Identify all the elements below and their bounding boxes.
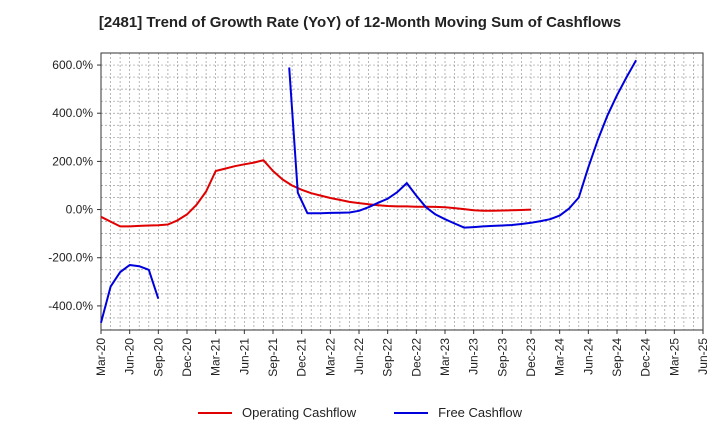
y-tick-label-0: 600.0% — [52, 58, 93, 72]
x-tick-label-11: Dec-22 — [409, 338, 423, 377]
x-tick-label-15: Dec-23 — [524, 338, 538, 377]
legend-item-free: Free Cashflow — [394, 405, 522, 420]
x-tick-label-2: Sep-20 — [151, 338, 165, 377]
legend-label-operating: Operating Cashflow — [242, 405, 357, 420]
y-tick-label-4: -200.0% — [48, 251, 93, 265]
x-tick-label-17: Jun-24 — [581, 338, 595, 375]
legend-label-free: Free Cashflow — [438, 405, 522, 420]
x-tick-label-12: Mar-23 — [438, 338, 452, 376]
x-tick-label-21: Jun-25 — [696, 338, 710, 375]
x-tick-label-8: Mar-22 — [323, 338, 337, 376]
x-tick-label-4: Mar-21 — [209, 338, 223, 376]
x-tick-label-7: Dec-21 — [295, 338, 309, 377]
x-tick-label-10: Sep-22 — [381, 338, 395, 377]
x-tick-label-1: Jun-20 — [123, 338, 137, 375]
x-tick-label-5: Jun-21 — [237, 338, 251, 375]
y-tick-label-1: 400.0% — [52, 106, 93, 120]
x-tick-label-0: Mar-20 — [94, 338, 108, 376]
x-tick-label-13: Jun-23 — [467, 338, 481, 375]
series-line-0-segment-0 — [100, 159, 532, 228]
x-tick-label-20: Mar-25 — [667, 338, 681, 376]
y-tick-label-5: -400.0% — [48, 299, 93, 313]
series-line-1-segment-0 — [100, 264, 160, 324]
legend-swatch-free — [394, 411, 429, 414]
x-tick-label-18: Sep-24 — [610, 338, 624, 377]
chart-title: [2481] Trend of Growth Rate (YoY) of 12-… — [98, 14, 622, 31]
x-tick-label-3: Dec-20 — [180, 338, 194, 377]
x-tick-label-14: Sep-23 — [495, 338, 509, 377]
x-tick-label-16: Mar-24 — [553, 338, 567, 376]
y-tick-label-3: 0.0% — [66, 203, 94, 217]
x-tick-label-19: Dec-24 — [639, 338, 653, 377]
legend: Operating Cashflow Free Cashflow — [0, 405, 720, 420]
series-line-1-segment-1 — [288, 59, 637, 229]
x-tick-label-6: Sep-21 — [266, 338, 280, 377]
plot-frame — [100, 52, 704, 331]
legend-swatch-operating — [198, 411, 232, 414]
y-tick-label-2: 200.0% — [52, 154, 93, 168]
legend-item-operating: Operating Cashflow — [198, 405, 356, 420]
x-tick-label-9: Jun-22 — [352, 338, 366, 375]
